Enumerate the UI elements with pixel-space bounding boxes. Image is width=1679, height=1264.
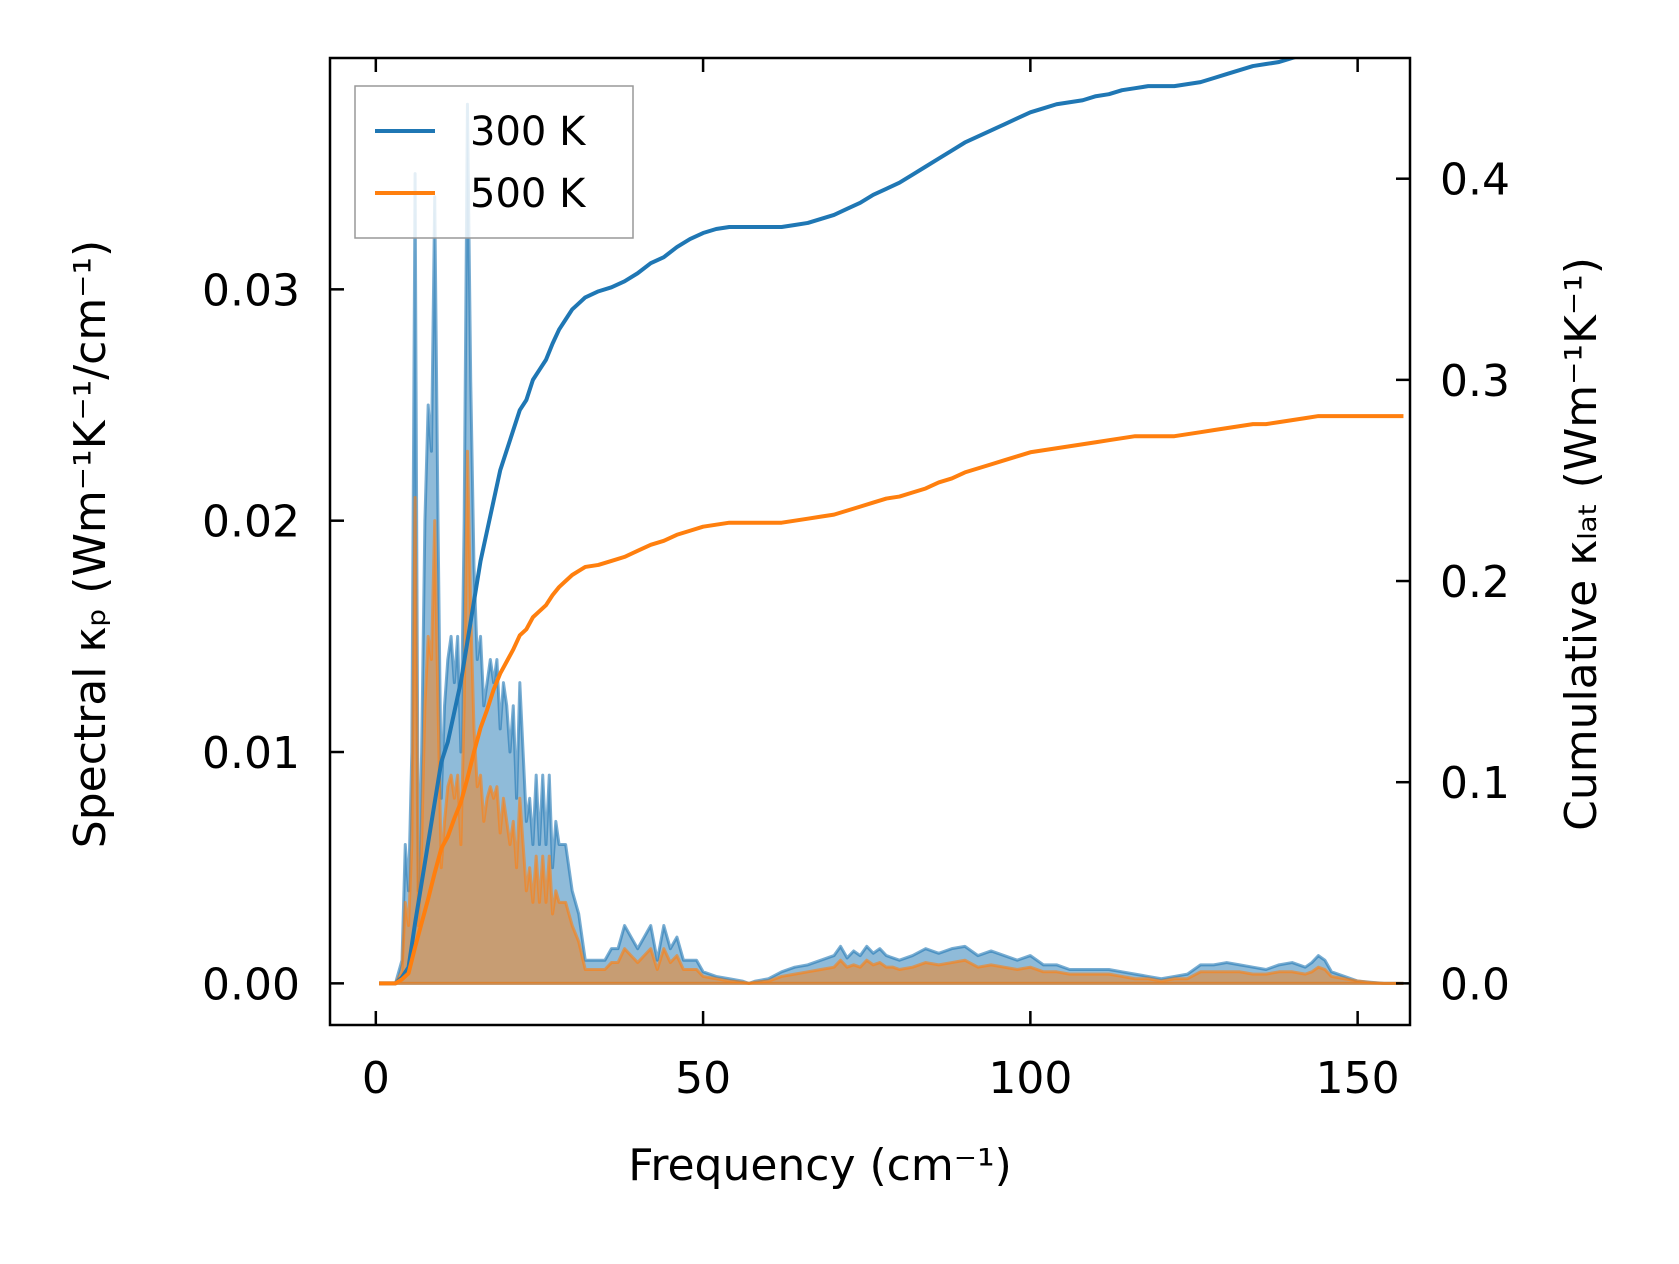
- y-left-tick-label: 0.03: [202, 265, 300, 316]
- y-right-tick-label: 0.0: [1440, 959, 1510, 1010]
- spectral-area-500k: [379, 451, 1404, 984]
- cumulative-line-500k: [379, 414, 1404, 986]
- y-left-tick-label: 0.00: [202, 959, 300, 1010]
- y-right-tick-label: 0.1: [1440, 758, 1510, 809]
- legend-label: 300 K: [470, 109, 587, 155]
- y-right-tick-label: 0.2: [1440, 557, 1510, 608]
- spectral-edge-500k: [379, 449, 1404, 985]
- plot-area: [379, 58, 1404, 986]
- y-left-tick-label: 0.01: [202, 728, 300, 779]
- y-right-tick-label: 0.3: [1440, 356, 1510, 407]
- x-tick-label: 100: [988, 1053, 1072, 1104]
- plot-series-group: [379, 58, 1404, 986]
- cumulative-line-300k: [379, 58, 1299, 986]
- y-right-tick-label: 0.4: [1440, 155, 1510, 206]
- y-left-tick-label: 0.02: [202, 497, 300, 548]
- legend-label: 500 K: [470, 171, 587, 217]
- legend-box: [354, 85, 634, 239]
- y-axis-right-label: Cumulative κₗₐₜ (Wm⁻¹K⁻¹): [1556, 257, 1607, 831]
- legend: 300 K 500 K: [354, 85, 634, 239]
- x-tick-label: 0: [362, 1053, 390, 1104]
- x-tick-label: 50: [675, 1053, 731, 1104]
- x-tick-label: 150: [1316, 1053, 1400, 1104]
- x-axis-label: Frequency (cm⁻¹): [628, 1140, 1012, 1191]
- axes-frame: [328, 56, 1412, 1027]
- axes: 0 50 100 150 0.00 0.01 0.02 0.03 0.0 0.1 0.2 0.3 0.4: [202, 56, 1510, 1104]
- y-axis-left-label: Spectral κₚ (Wm⁻¹K⁻¹/cm⁻¹): [65, 240, 116, 848]
